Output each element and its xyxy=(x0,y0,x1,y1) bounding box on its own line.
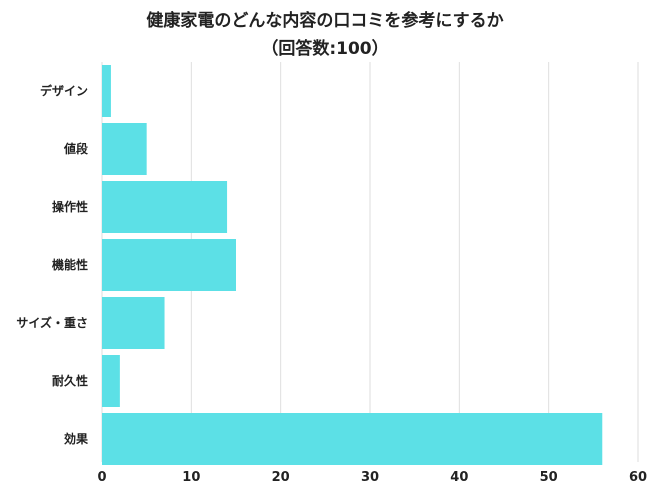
x-tick-label: 50 xyxy=(540,470,558,485)
chart-title: 健康家電のどんな内容の口コミを参考にするか xyxy=(146,10,503,31)
x-tick-label: 60 xyxy=(629,470,647,485)
grid-lines xyxy=(101,62,639,462)
category-label: 耐久性 xyxy=(52,373,88,388)
x-tick-label: 20 xyxy=(272,470,290,485)
category-label: サイズ・重さ xyxy=(16,315,88,330)
x-tick-label: 30 xyxy=(361,470,379,485)
category-label: デザイン xyxy=(40,83,88,98)
bar xyxy=(102,123,147,175)
x-tick-label: 40 xyxy=(450,470,468,485)
category-label: 値段 xyxy=(63,141,89,156)
bar xyxy=(102,65,111,117)
x-axis-tick-labels: 0 10 20 30 40 50 60 xyxy=(97,470,647,485)
x-tick-label: 0 xyxy=(97,470,106,485)
x-tick-label: 10 xyxy=(182,470,200,485)
bar xyxy=(102,181,228,233)
category-label: 機能性 xyxy=(52,257,88,272)
bars xyxy=(102,65,603,465)
bar xyxy=(102,413,603,465)
bar xyxy=(102,297,165,349)
chart-subtitle: （回答数:100） xyxy=(261,38,388,59)
bar xyxy=(102,355,120,407)
category-label: 効果 xyxy=(64,431,88,446)
category-label: 操作性 xyxy=(52,199,88,214)
bar xyxy=(102,239,236,291)
